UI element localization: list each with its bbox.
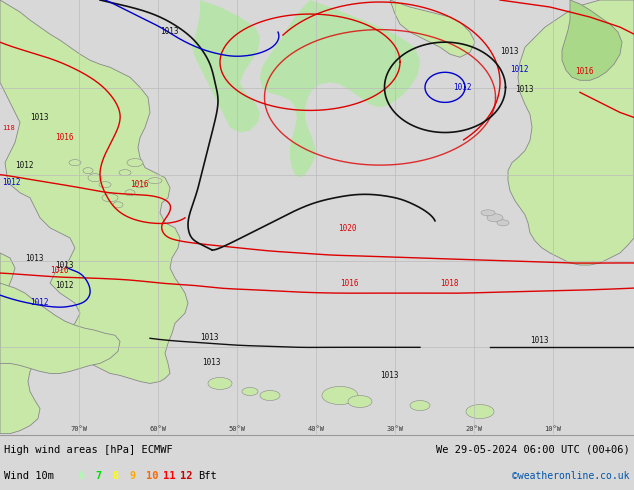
Text: 50°W: 50°W — [228, 426, 245, 432]
Text: 1013: 1013 — [200, 333, 219, 343]
Text: 1016: 1016 — [340, 279, 358, 288]
Ellipse shape — [410, 400, 430, 411]
Ellipse shape — [88, 173, 102, 182]
Ellipse shape — [208, 377, 232, 390]
Text: We 29-05-2024 06:00 UTC (00+06): We 29-05-2024 06:00 UTC (00+06) — [436, 445, 630, 455]
Polygon shape — [0, 0, 188, 384]
Text: 1012: 1012 — [55, 281, 74, 290]
Text: 1013: 1013 — [515, 85, 533, 95]
Ellipse shape — [322, 387, 358, 405]
Polygon shape — [508, 0, 634, 265]
Text: 1013: 1013 — [55, 261, 74, 270]
Text: 10°W: 10°W — [545, 426, 562, 432]
Ellipse shape — [125, 190, 135, 196]
Polygon shape — [0, 253, 40, 434]
Text: 118: 118 — [2, 125, 15, 131]
Text: 1013: 1013 — [25, 254, 44, 263]
Ellipse shape — [466, 405, 494, 418]
Text: High wind areas [hPa] ECMWF: High wind areas [hPa] ECMWF — [4, 445, 172, 455]
Ellipse shape — [487, 214, 503, 222]
Ellipse shape — [113, 202, 123, 208]
Text: Wind 10m: Wind 10m — [4, 471, 54, 481]
Polygon shape — [538, 132, 582, 203]
Text: 1013: 1013 — [380, 371, 399, 380]
Text: 1020: 1020 — [338, 224, 356, 233]
Text: Bft: Bft — [198, 471, 217, 481]
Text: 1012: 1012 — [453, 83, 472, 92]
Ellipse shape — [119, 170, 131, 176]
Text: 1013: 1013 — [530, 336, 548, 345]
Polygon shape — [192, 0, 260, 132]
Text: 20°W: 20°W — [465, 426, 482, 432]
Ellipse shape — [99, 182, 111, 188]
Text: 1016: 1016 — [130, 180, 148, 189]
Ellipse shape — [134, 182, 146, 188]
Text: 6: 6 — [78, 471, 84, 481]
Text: 1013: 1013 — [30, 114, 48, 122]
Text: 9: 9 — [129, 471, 135, 481]
Ellipse shape — [242, 388, 258, 395]
Ellipse shape — [83, 168, 93, 173]
Text: 1012: 1012 — [30, 298, 48, 307]
Polygon shape — [562, 0, 622, 80]
Ellipse shape — [69, 160, 81, 166]
Text: 10: 10 — [146, 471, 158, 481]
Text: 11: 11 — [163, 471, 176, 481]
Ellipse shape — [148, 178, 162, 184]
Text: 12: 12 — [180, 471, 193, 481]
Ellipse shape — [348, 395, 372, 408]
Text: 1013: 1013 — [202, 358, 221, 368]
Polygon shape — [260, 0, 420, 178]
Ellipse shape — [127, 159, 143, 167]
Text: 1016: 1016 — [575, 67, 593, 76]
Polygon shape — [0, 283, 120, 373]
Ellipse shape — [497, 220, 509, 226]
Text: 1013: 1013 — [500, 47, 519, 56]
Ellipse shape — [481, 210, 495, 216]
Polygon shape — [390, 0, 475, 57]
Ellipse shape — [260, 391, 280, 400]
Text: 1012: 1012 — [2, 178, 20, 187]
Text: 70°W: 70°W — [70, 426, 87, 432]
Text: 60°W: 60°W — [150, 426, 167, 432]
Text: 1018: 1018 — [440, 279, 458, 288]
Text: 30°W: 30°W — [387, 426, 403, 432]
Text: 1013: 1013 — [160, 27, 179, 36]
Text: ©weatheronline.co.uk: ©weatheronline.co.uk — [512, 471, 630, 481]
Text: 1012: 1012 — [510, 65, 529, 74]
Text: 1016: 1016 — [50, 266, 68, 275]
Text: 8: 8 — [112, 471, 119, 481]
Text: 1012: 1012 — [15, 161, 34, 170]
Text: 1016: 1016 — [55, 132, 74, 142]
Text: 7: 7 — [95, 471, 101, 481]
Text: 40°W: 40°W — [307, 426, 325, 432]
Ellipse shape — [102, 194, 118, 202]
